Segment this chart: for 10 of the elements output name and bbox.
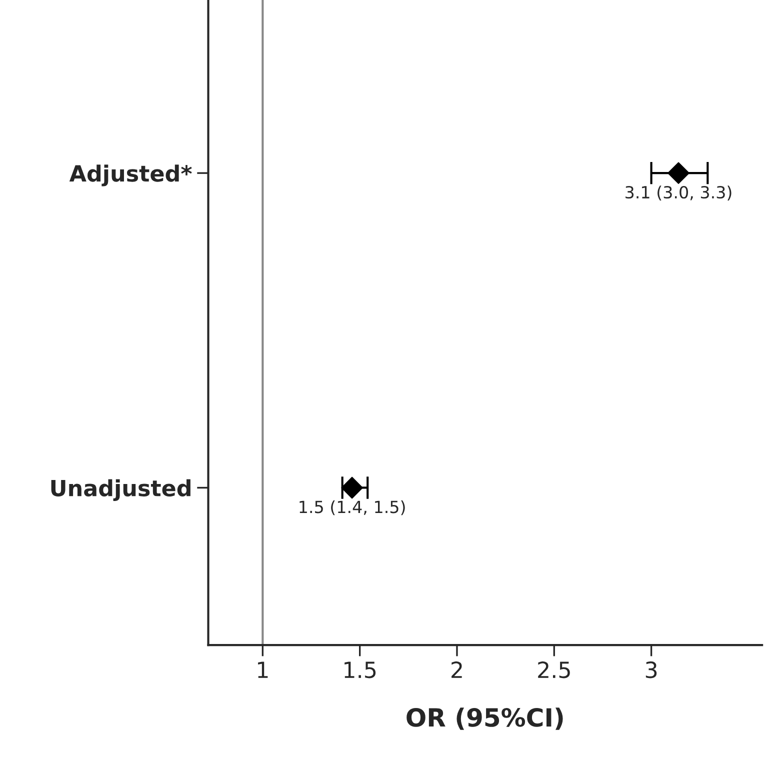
x-tick-label: 1.5	[344, 662, 376, 678]
x-tick-label: 2	[452, 661, 462, 678]
x-tick-label: 2.5	[538, 661, 570, 678]
data-label: 1.5 (1.4, 1.5)	[300, 500, 405, 516]
x-tick-label: 3	[646, 661, 657, 678]
y-tick-label: Adjusted*	[69, 164, 192, 186]
x-tick-label: 1	[258, 662, 268, 678]
y-tick-label: Unadjusted	[51, 479, 190, 501]
x-axis-title: OR (95%CI)	[406, 708, 563, 730]
data-label: 3.1 (3.0, 3.3)	[626, 186, 732, 201]
